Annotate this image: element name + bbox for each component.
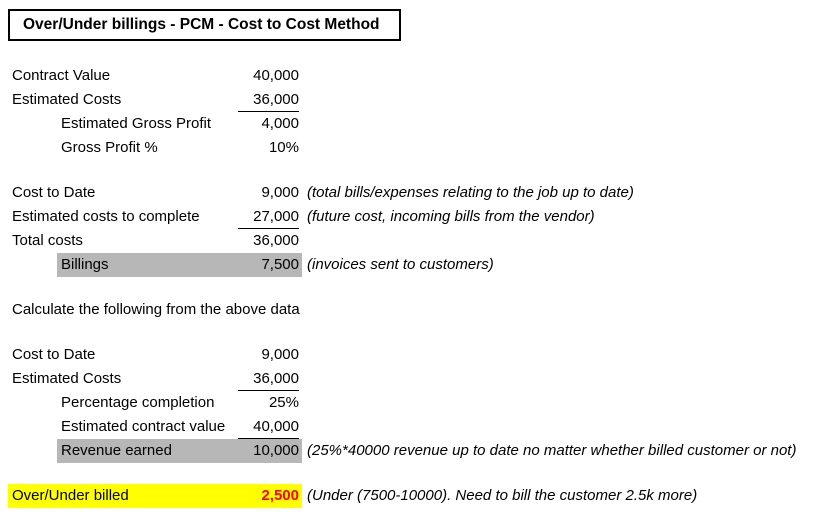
note: (Under (7500-10000). Need to bill the cu… (307, 487, 698, 504)
row-estimated-costs[interactable]: Estimated Costs 36,000 (0, 88, 838, 112)
row-over-under-billed[interactable]: Over/Under billed 2,500 (Under (7500-100… (0, 484, 838, 508)
sheet-title: Over/Under billings - PCM - Cost to Cost… (8, 9, 401, 41)
label: Billings (61, 256, 109, 273)
label: Estimated Costs (12, 91, 122, 108)
row-estimated-contract-value[interactable]: Estimated contract value 40,000 (0, 415, 838, 439)
value: 40,000 (253, 67, 299, 84)
value: 9,000 (261, 346, 299, 363)
row-calc-estimated-costs[interactable]: Estimated Costs 36,000 (0, 367, 838, 391)
label: Over/Under billed (12, 487, 129, 504)
label: Percentage completion (61, 394, 215, 411)
label: Estimated costs to complete (12, 208, 200, 225)
label: Gross Profit % (61, 139, 158, 156)
row-gross-profit-pct[interactable]: Gross Profit % 10% (0, 136, 838, 160)
label: Total costs (12, 232, 83, 249)
value: 9,000 (261, 184, 299, 201)
gray-highlight (57, 439, 302, 463)
value: 4,000 (261, 115, 299, 132)
value: 7,500 (261, 256, 299, 273)
row-calc-cost-to-date[interactable]: Cost to Date 9,000 (0, 343, 838, 367)
instruction-text: Calculate the following from the above d… (12, 301, 300, 318)
row-billings[interactable]: Billings 7,500 (invoices sent to custome… (0, 253, 838, 277)
instruction-row[interactable]: Calculate the following from the above d… (0, 298, 838, 322)
value: 27,000 (238, 205, 299, 229)
value: 25% (268, 394, 299, 411)
gray-highlight (57, 253, 302, 277)
note: (future cost, incoming bills from the ve… (307, 208, 595, 225)
note: (invoices sent to customers) (307, 256, 494, 273)
label: Revenue earned (61, 442, 172, 459)
label: Cost to Date (12, 346, 96, 363)
row-estimated-gross-profit[interactable]: Estimated Gross Profit 4,000 (0, 112, 838, 136)
note: (total bills/expenses relating to the jo… (307, 184, 634, 201)
row-contract-value[interactable]: Contract Value 40,000 (0, 64, 838, 88)
value: 36,000 (238, 88, 299, 112)
label: Cost to Date (12, 184, 96, 201)
label: Estimated Costs (12, 370, 122, 387)
row-percentage-completion[interactable]: Percentage completion 25% (0, 391, 838, 415)
note: (25%*40000 revenue up to date no matter … (307, 442, 797, 459)
value: 36,000 (253, 232, 299, 249)
row-estimated-costs-to-complete[interactable]: Estimated costs to complete 27,000 (futu… (0, 205, 838, 229)
label: Contract Value (12, 67, 111, 84)
row-cost-to-date[interactable]: Cost to Date 9,000 (total bills/expenses… (0, 181, 838, 205)
yellow-highlight (8, 484, 302, 508)
label: Estimated Gross Profit (61, 115, 212, 132)
value: 10,000 (253, 442, 299, 459)
value: 40,000 (238, 415, 299, 439)
value: 36,000 (238, 367, 299, 391)
value: 10% (268, 139, 299, 156)
row-total-costs[interactable]: Total costs 36,000 (0, 229, 838, 253)
result-value: 2,500 (261, 487, 299, 504)
label: Estimated contract value (61, 418, 226, 435)
row-revenue-earned[interactable]: Revenue earned 10,000 (25%*40000 revenue… (0, 439, 838, 463)
